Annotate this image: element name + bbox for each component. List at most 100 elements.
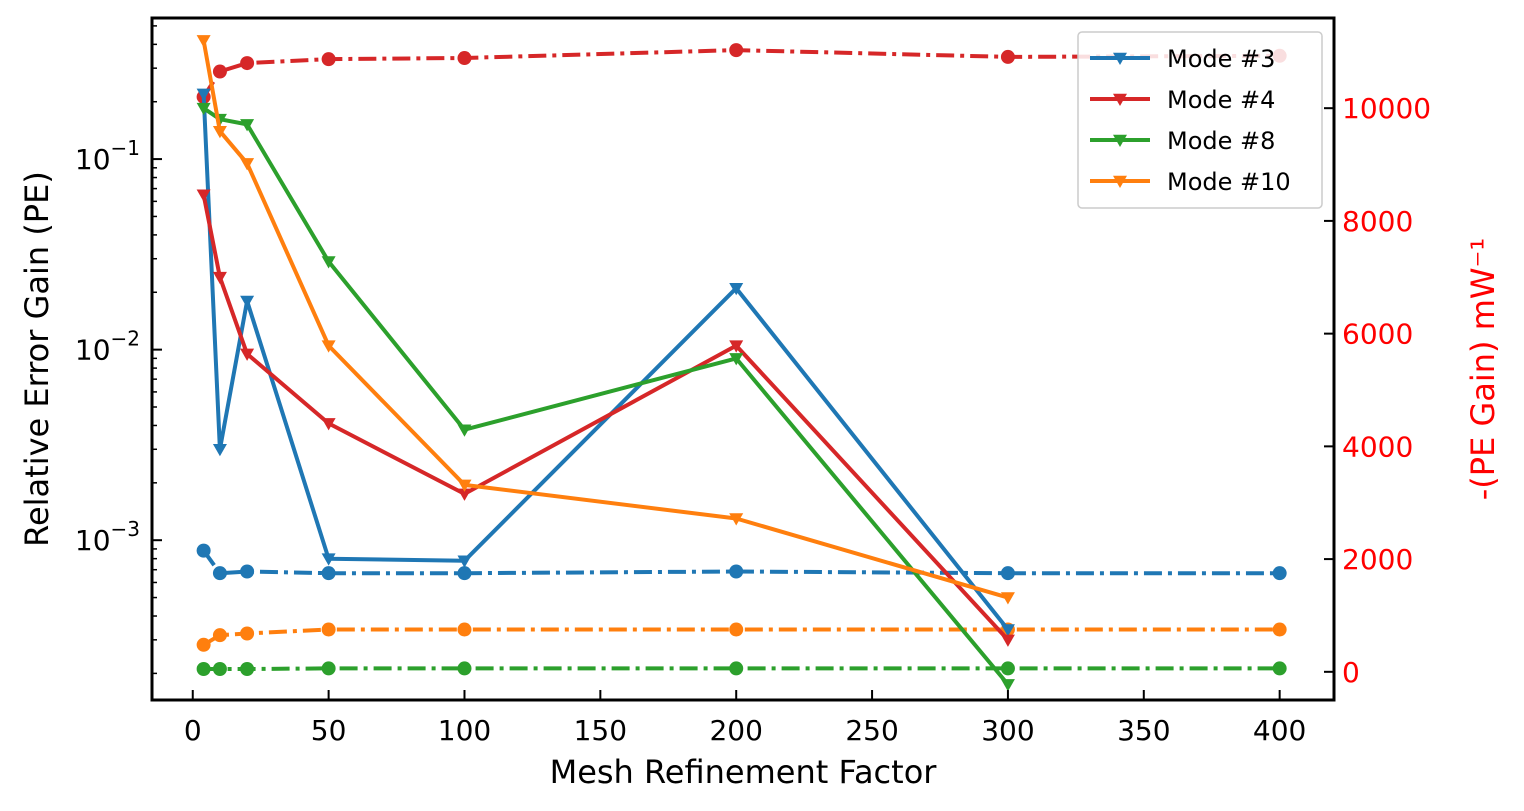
y-right-tick-label: 4000 (1342, 430, 1413, 463)
gain-point (212, 566, 227, 581)
legend-marker (1113, 175, 1127, 188)
y-right-tick-label: 2000 (1342, 543, 1413, 576)
y-right-tick-label: 10000 (1342, 92, 1431, 125)
error-point (240, 158, 255, 171)
error-point (1000, 624, 1015, 637)
error-series-line-3 (201, 39, 1009, 600)
gain-point (1000, 49, 1015, 64)
legend-marker (1113, 52, 1127, 65)
gain-point (729, 43, 744, 58)
x-tick-label: 400 (1253, 714, 1306, 747)
gain-point (1272, 661, 1287, 676)
gain-point (1272, 566, 1287, 581)
x-axis-title: Mesh Refinement Factor (550, 753, 938, 791)
error-point (729, 353, 744, 366)
gain-point (1000, 566, 1015, 581)
error-point (240, 348, 255, 361)
legend-box (1077, 31, 1323, 209)
y-left-tick-exponent: −3 (111, 517, 140, 541)
error-point (196, 189, 211, 202)
error-point (212, 444, 227, 457)
legend-label: Mode #10 (1167, 168, 1291, 196)
gain-point (196, 637, 211, 652)
x-tick-label: 300 (981, 714, 1034, 747)
error-point (457, 488, 472, 501)
gain-point (457, 566, 472, 581)
y-right-tick-label: 6000 (1342, 318, 1413, 351)
gain-point (212, 628, 227, 643)
error-point (457, 479, 472, 492)
gain-point (240, 626, 255, 641)
error-series-layer (196, 35, 1015, 692)
y-left-tick-label: 10−1 (75, 136, 140, 176)
error-point (729, 340, 744, 353)
gain-point (457, 51, 472, 66)
x-axis: 0 50 100 150 200 250 300 350 400 (184, 690, 1306, 747)
y-left-tick-exponent: −2 (111, 327, 140, 351)
error-point (1000, 679, 1015, 692)
y-left-tick-exponent: −1 (111, 136, 140, 160)
y-left-axis: 10−110−210−3 (75, 25, 162, 675)
y-right-axis: 0 2000 4000 6000 8000 10000 (1324, 92, 1431, 689)
gain-point (729, 564, 744, 579)
legend-marker (1113, 134, 1127, 147)
legend-marker (1113, 93, 1127, 106)
error-point (321, 340, 336, 353)
gain-point (457, 622, 472, 637)
y-right-axis-title: -(PE Gain) mW⁻¹ (1464, 238, 1502, 500)
error-point (196, 102, 211, 116)
y-left-tick-label: 10−3 (75, 517, 140, 557)
gain-point (321, 52, 336, 67)
error-point (457, 424, 472, 437)
error-series-line-2 (202, 106, 1010, 686)
error-point (196, 88, 211, 101)
x-tick-label: 150 (574, 714, 627, 747)
error-point (321, 418, 336, 431)
x-tick-label: 250 (845, 714, 898, 747)
gain-series-line-0 (201, 549, 1280, 576)
legend-label: Mode #3 (1167, 45, 1275, 73)
x-tick-label: 350 (1117, 714, 1170, 747)
gain-point (1000, 661, 1015, 676)
legend-label: Mode #8 (1167, 127, 1275, 155)
y-right-tick-label: 8000 (1342, 205, 1413, 238)
error-point (1000, 592, 1015, 605)
gain-point (729, 661, 744, 676)
y-left-tick-base: 10 (75, 143, 111, 176)
x-tick-label: 200 (709, 714, 762, 747)
error-point (196, 35, 211, 48)
error-point (321, 256, 336, 269)
gain-point (729, 622, 744, 637)
error-point (457, 555, 472, 568)
y-right-tick-label: 0 (1342, 656, 1360, 689)
legend: Mode #3 Mode #4 Mode #8 Mode #10 (1077, 31, 1323, 209)
gain-point (240, 56, 255, 71)
y-left-tick-label: 10−2 (75, 327, 140, 367)
y-left-tick-base: 10 (75, 334, 111, 367)
x-tick-label: 50 (311, 714, 347, 747)
gain-point (240, 662, 255, 676)
gain-point (321, 566, 336, 581)
y-left-axis-title: Relative Error Gain (PE) (18, 171, 56, 547)
gain-series-line-2 (203, 666, 1280, 671)
gain-point (240, 564, 255, 579)
error-point (240, 295, 255, 308)
gain-point (196, 543, 211, 558)
error-point (212, 271, 227, 285)
error-point (729, 513, 744, 526)
gain-point (321, 622, 336, 637)
x-tick-label: 0 (184, 714, 202, 747)
error-point (1000, 634, 1015, 647)
error-series-line-0 (201, 93, 1010, 631)
gain-point (457, 661, 472, 676)
error-point (240, 119, 255, 132)
gain-point (1272, 622, 1287, 637)
error-point (729, 282, 744, 296)
y-left-tick-base: 10 (75, 524, 111, 557)
error-point (212, 125, 227, 139)
x-tick-label: 100 (438, 714, 491, 747)
gain-point (212, 64, 227, 79)
error-point (321, 553, 336, 566)
gain-point (212, 662, 227, 676)
